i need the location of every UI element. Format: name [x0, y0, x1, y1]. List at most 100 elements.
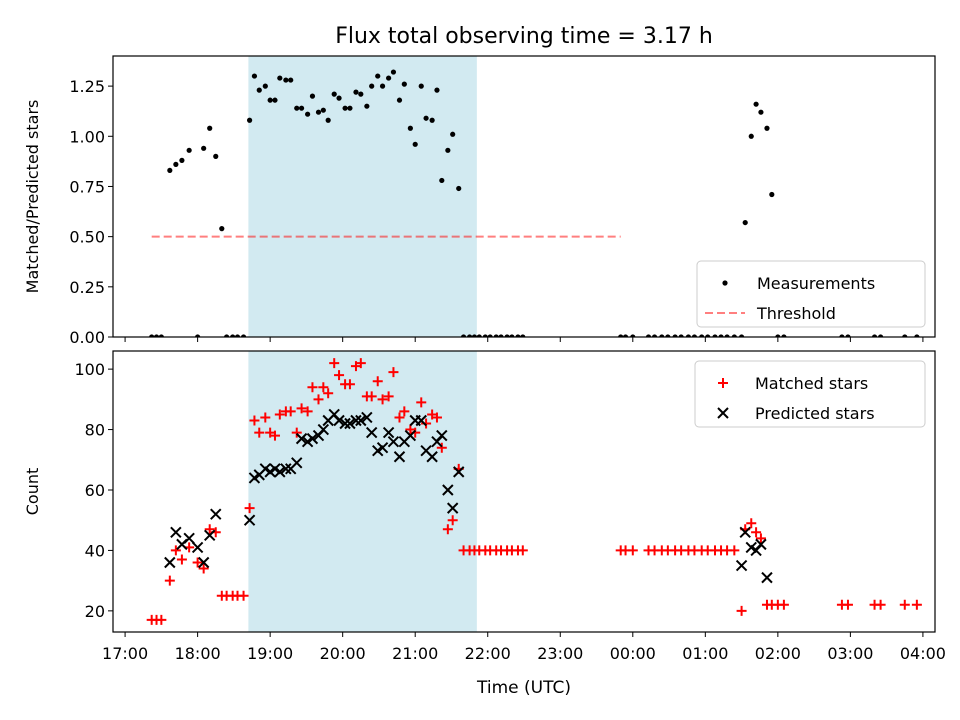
measurement-point: [450, 131, 456, 137]
x-axis-label: Time (UTC): [476, 678, 571, 698]
predicted-star-point: [415, 414, 427, 427]
predicted-star-point: [344, 417, 356, 430]
figure-title: Flux total observing time = 3.17 h: [335, 24, 713, 49]
predicted-star-point: [355, 414, 367, 427]
measurement-point: [445, 147, 451, 153]
matched-star-point: [410, 427, 421, 438]
measurement-point: [429, 117, 435, 123]
matched-star-point: [249, 415, 260, 426]
measurement-point: [224, 334, 230, 337]
x-tick-label: 18:00: [175, 644, 221, 663]
matched-star-point: [254, 427, 265, 438]
predicted-star-point: [191, 541, 204, 554]
y-tick-label: 0.75: [69, 177, 105, 196]
measurement-point: [724, 334, 730, 337]
y-tick-label: 0.50: [69, 228, 105, 247]
measurement-point: [659, 334, 665, 337]
y-tick-label: 1.00: [69, 127, 105, 146]
measurement-point: [509, 334, 515, 337]
y-tick-label: 1.25: [69, 77, 105, 96]
measurement-point: [201, 145, 207, 151]
y-tick-label: 100: [74, 360, 105, 379]
measurement-point: [504, 334, 510, 337]
predicted-star-point: [436, 429, 448, 442]
measurement-point: [672, 334, 678, 337]
matched-star-point: [627, 545, 638, 556]
plot-area: [146, 358, 922, 625]
matched-star-point: [842, 599, 853, 610]
measurement-point: [294, 105, 300, 111]
measurement-point: [902, 334, 908, 337]
predicted-star-point: [446, 502, 459, 514]
measurement-point: [173, 161, 179, 167]
measurement-point: [369, 83, 375, 89]
matched-star-point: [302, 406, 313, 417]
measurement-point: [753, 101, 759, 107]
matched-star-point: [899, 599, 910, 610]
predicted-star-point: [393, 451, 406, 463]
measurement-point: [520, 334, 526, 337]
measurement-point: [283, 77, 289, 83]
matched-star-point: [192, 557, 203, 568]
count-panel: 20 40 60 80 100 17:00 18:00 19:00 20:00 21:00 22:0…: [23, 350, 946, 663]
matched-star-point: [778, 599, 789, 610]
predicted-star-point: [761, 571, 773, 584]
predicted-star-point: [365, 426, 378, 439]
measurement-point: [390, 69, 397, 75]
predicted-star-point: [735, 559, 748, 572]
matched-star-point: [291, 427, 302, 438]
measurement-point: [251, 73, 258, 79]
ratio-panel: 0.00 0.25 0.50 0.75 1.00 1.25 Matched/Predicte…: [23, 55, 936, 347]
predicted-star-point: [333, 414, 345, 427]
axes-frame: [112, 55, 936, 338]
matched-star-point: [421, 418, 432, 429]
matched-star-point: [285, 406, 296, 417]
matched-star-point: [431, 412, 442, 423]
measurement-point: [167, 167, 173, 174]
measurement-point: [288, 77, 294, 83]
measurement-point: [379, 83, 386, 89]
measurement-point: [434, 87, 440, 93]
matched-star-point: [238, 590, 249, 601]
measurement-point: [309, 93, 316, 99]
measurement-point: [439, 177, 445, 184]
predicted-star-point: [739, 526, 751, 538]
series-matched-stars: [146, 358, 922, 625]
measurement-point: [691, 334, 698, 337]
matched-star-point: [736, 605, 747, 616]
measurement-point: [386, 75, 392, 81]
predicted-star-point: [453, 466, 465, 478]
measurement-point: [336, 95, 342, 101]
measurement-point: [315, 109, 322, 115]
legend-marker-measurements: [722, 280, 728, 286]
predicted-star-point: [291, 457, 303, 469]
measurement-point: [845, 334, 851, 337]
measurement-point: [272, 97, 278, 103]
predicted-star-point: [183, 532, 195, 545]
measurement-point: [412, 141, 418, 147]
legend-label: Threshold: [756, 304, 836, 323]
predicted-star-point: [339, 417, 351, 430]
x-tick-label: 21:00: [392, 644, 438, 663]
predicted-star-point: [306, 432, 319, 445]
legend: Matched stars Predicted stars: [694, 360, 926, 428]
measurement-point: [764, 125, 770, 131]
measurement-point: [467, 334, 473, 337]
measurement-point: [699, 334, 705, 337]
measurement-point: [731, 334, 737, 337]
predicted-star-point: [170, 526, 182, 538]
matched-star-point: [517, 545, 528, 556]
predicted-star-point: [442, 484, 454, 496]
matched-star-point: [416, 397, 427, 408]
matched-star-point: [755, 533, 766, 544]
measurement-point: [407, 125, 413, 131]
measurement-point: [320, 107, 326, 113]
y-tick-label: 40: [85, 541, 105, 560]
x-tick-label: 02:00: [755, 644, 801, 663]
measurement-point: [618, 334, 624, 337]
predicted-star-point: [317, 423, 330, 436]
measurement-point: [298, 105, 305, 111]
matched-star-point: [447, 515, 458, 526]
measurement-point: [267, 97, 273, 103]
